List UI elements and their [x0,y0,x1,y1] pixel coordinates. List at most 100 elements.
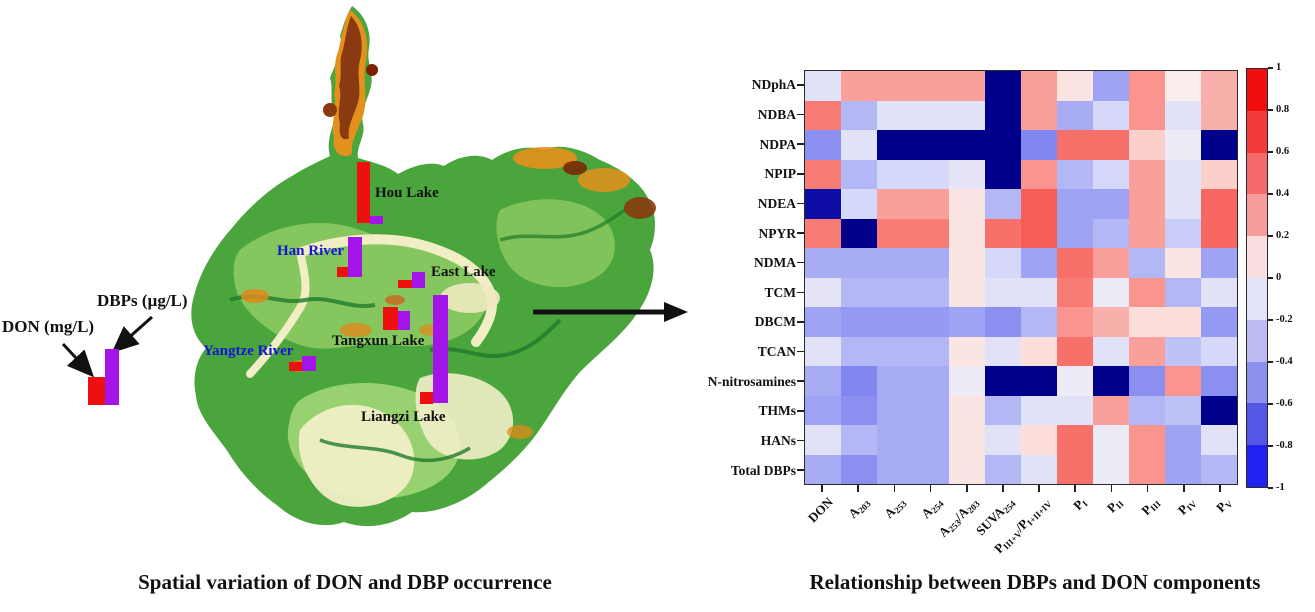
heatmap-cell-NPIP-DON [805,159,841,189]
heatmap-cell-NDMA-DON [805,248,841,278]
heatmap-cell-NDMA-P II [1093,248,1129,278]
heatmap-row-tick [797,113,804,116]
heatmap-cell-TCM-P I [1057,277,1093,307]
heatmap-cell-Total DBPs-A253/A203 [949,454,985,484]
heatmap-cell-NPYR-P II [1093,218,1129,248]
heatmap-cell-N-nitrosamines-P III [1129,366,1165,396]
heatmap-cell-NDBA-P III [1129,100,1165,130]
heatmap-row-tick [797,350,804,353]
heatmap-cell-NDEA-P(III+V)/P(I+II+IV) [1021,189,1057,219]
heatmap-row-tick [797,172,804,175]
heatmap-cell-HANs-DON [805,425,841,455]
heatmap-cell-TCAN-P III [1129,336,1165,366]
heatmap-cell-THMs-P(III+V)/P(I+II+IV) [1021,395,1057,425]
colorbar-tick [1268,277,1273,279]
colorbar-tick-label: -0.8 [1276,440,1293,451]
heatmap-cell-NPIP-P II [1093,159,1129,189]
heatmap-cell-TCM-P IV [1165,277,1201,307]
map-patch-1 [241,289,269,303]
heatmap-cell-NPIP-P V [1201,159,1237,189]
heatmap-col-tick [929,485,932,492]
heatmap-row-tick [797,261,804,264]
heatmap-cell-NDMA-A254 [913,248,949,278]
legend-dbps-label: DBPs (µg/L) [97,291,188,310]
heatmap-cell-HANs-A253/A203 [949,425,985,455]
heatmap-cell-N-nitrosamines-P(III+V)/P(I+II+IV) [1021,366,1057,396]
don-bar-yangtze-river [289,362,302,371]
heatmap-cell-Total DBPs-A203 [841,454,877,484]
heatmap-cell-NDBA-DON [805,100,841,130]
heatmap-cell-NDBA-P II [1093,100,1129,130]
heatmap-cell-NDEA-A253 [877,189,913,219]
heatmap-row-tick [797,380,804,383]
colorbar-tick [1268,193,1273,195]
heatmap-cell-TCAN-A203 [841,336,877,366]
caption-left: Spatial variation of DON and DBP occurre… [138,570,552,594]
heatmap-cell-HANs-P III [1129,425,1165,455]
colorbar-tick-label: -1 [1276,482,1285,493]
heatmap-cell-N-nitrosamines-A253/A203 [949,366,985,396]
heatmap-cell-NPYR-A253 [877,218,913,248]
heatmap-row-label-total dbps: Total DBPs [730,462,796,478]
caption-right: Relationship between DBPs and DON compon… [809,570,1261,594]
heatmap-cell-TCAN-P I [1057,336,1093,366]
heatmap-cell-NDEA-A253/A203 [949,189,985,219]
heatmap-cell-N-nitrosamines-P I [1057,366,1093,396]
heatmap-cell-TCM-DON [805,277,841,307]
heatmap-cell-DBCM-A253 [877,307,913,337]
don-bar-hou-lake [357,162,370,223]
heatmap-cell-NDBA-P V [1201,100,1237,130]
map-east-lake-water [440,283,500,313]
colorbar-tick [1268,361,1273,363]
heatmap-cell-DBCM-A203 [841,307,877,337]
colorbar-tick-label: -0.4 [1276,356,1293,367]
heatmap-cell-Total DBPs-P V [1201,454,1237,484]
transition-arrow-head [664,302,688,322]
heatmap-cell-THMs-A203 [841,395,877,425]
colorbar-segment-5 [1247,277,1267,320]
heatmap-cell-NDPA-P I [1057,130,1093,160]
heatmap-cell-NDphA-P V [1201,71,1237,101]
heatmap-cell-HANs-A254 [913,425,949,455]
don-bar-tangxun-lake [383,307,398,330]
dbps-bar-east-lake [412,272,425,288]
heatmap-cell-NDphA-P IV [1165,71,1201,101]
heatmap-cell-NPYR-P III [1129,218,1165,248]
heatmap-row-tick [797,232,804,234]
map-peak-spot-3 [339,144,351,156]
heatmap-cell-NDMA-P V [1201,248,1237,278]
heatmap-cell-NDPA-A254 [913,130,949,160]
colorbar-tick [1268,235,1273,237]
heatmap-cell-NDphA-DON [805,71,841,101]
heatmap-row-tick [797,291,804,294]
heatmap-row-label-n-nitrosamines: N-nitrosamines [707,373,796,389]
heatmap-plot-area [804,70,1238,485]
heatmap-row-tick [797,143,804,145]
heatmap-cell-NDphA-A253 [877,71,913,101]
heatmap-cell-TCAN-P II [1093,336,1129,366]
colorbar-tick [1268,487,1273,489]
legend-don-label: DON (mg/L) [2,317,95,336]
heatmap-cell-NPYR-P IV [1165,218,1201,248]
heatmap-cell-Total DBPs-P I [1057,454,1093,484]
heatmap-cell-N-nitrosamines-DON [805,366,841,396]
colorbar [1246,68,1268,488]
colorbar-tick-label: 0.6 [1276,146,1290,157]
heatmap-cell-Total DBPs-SUVA254 [985,454,1021,484]
heatmap-col-tick [1146,485,1149,492]
map-patch-5 [507,425,533,439]
site-label-hou-lake: Hou Lake [375,185,439,201]
map-north-highland-brown [338,16,362,140]
dbps-bar-han-river [348,237,362,277]
colorbar-tick [1268,445,1273,447]
heatmap-cell-NDPA-DON [805,130,841,160]
heatmap-row-label-thms: THMs [758,403,796,419]
heatmap-cell-NPYR-P V [1201,218,1237,248]
heatmap-cell-NPYR-P I [1057,218,1093,248]
heatmap-cell-TCAN-A253/A203 [949,336,985,366]
heatmap-cell-NDEA-A254 [913,189,949,219]
heatmap-cell-NDMA-P III [1129,248,1165,278]
heatmap-row-label-ndea: NDEA [757,195,796,211]
colorbar-tick-label: 0 [1276,272,1282,283]
heatmap-cell-TCAN-P(III+V)/P(I+II+IV) [1021,336,1057,366]
